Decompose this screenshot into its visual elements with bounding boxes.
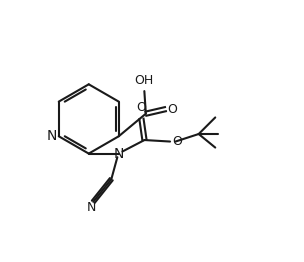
Text: N: N <box>87 201 96 214</box>
Text: O: O <box>168 103 178 116</box>
Text: N: N <box>114 147 124 161</box>
Text: O: O <box>172 135 182 148</box>
Text: N: N <box>47 129 57 143</box>
Text: O: O <box>136 101 147 114</box>
Text: OH: OH <box>135 74 154 86</box>
